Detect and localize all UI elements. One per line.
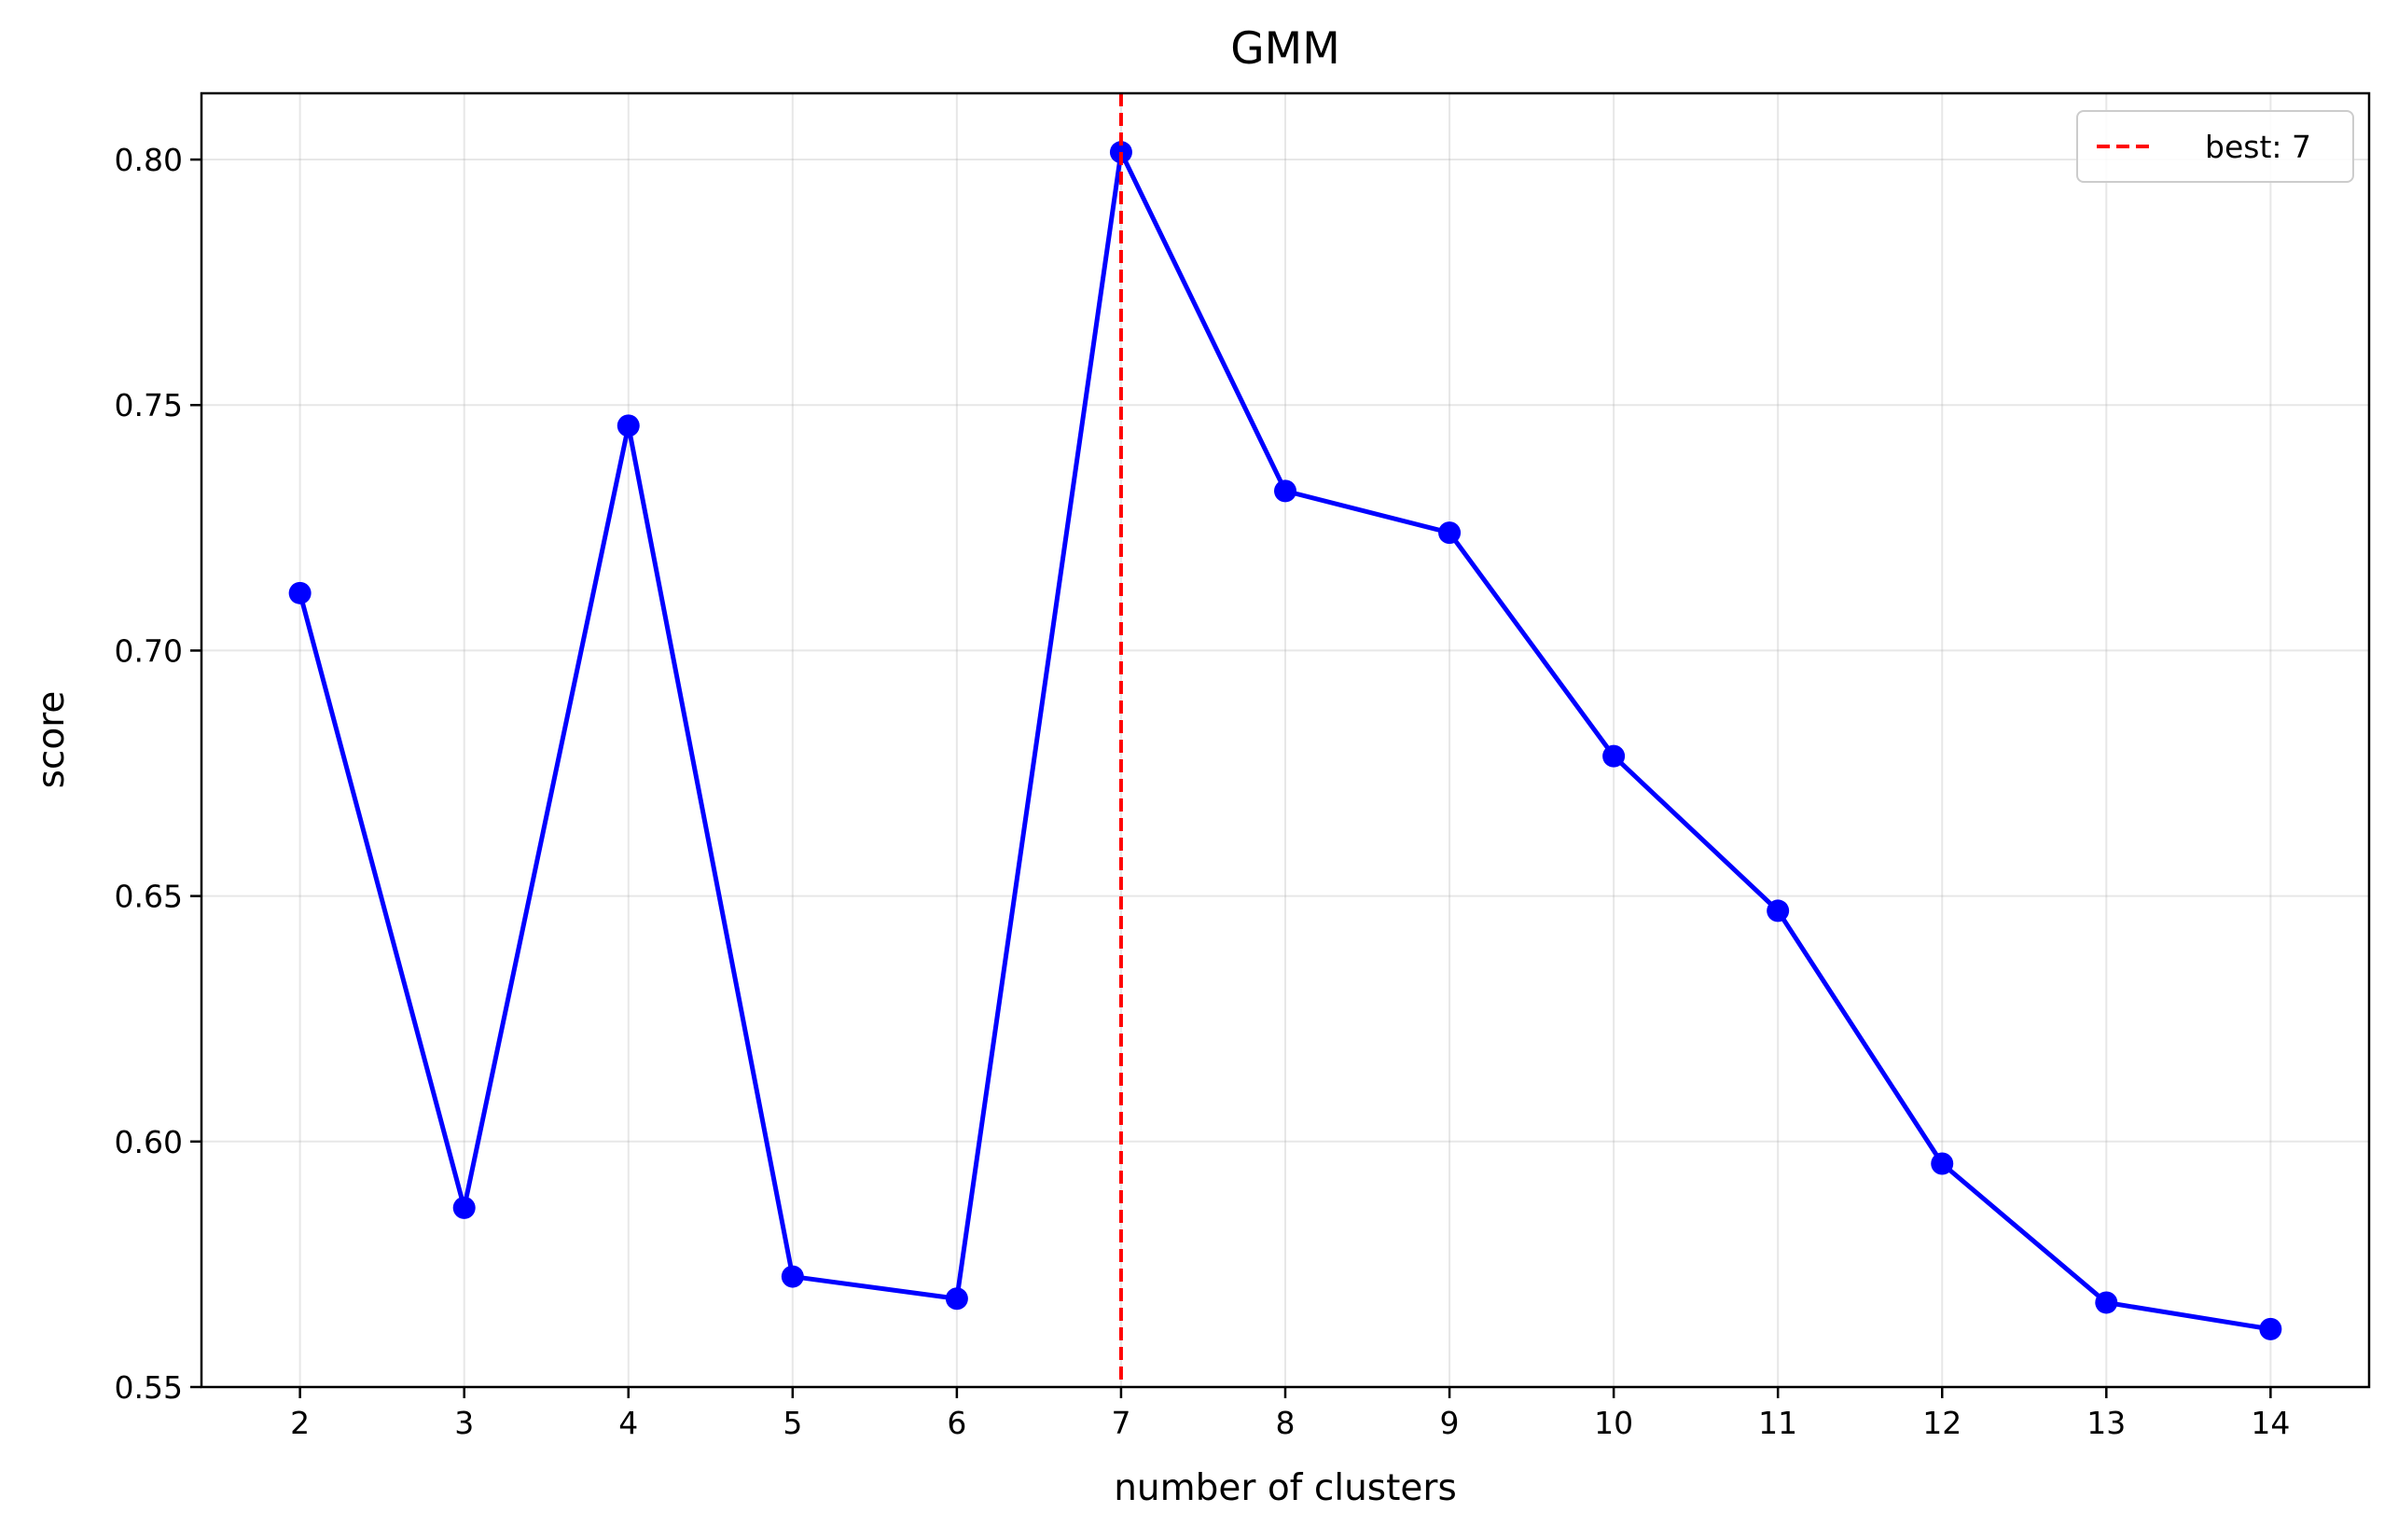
data-point <box>1602 744 1626 768</box>
y-tick-label: 0.70 <box>115 632 183 669</box>
x-tick-label: 4 <box>618 1405 638 1441</box>
x-tick-label: 12 <box>1922 1405 1961 1441</box>
data-point <box>1274 479 1296 503</box>
x-tick-label: 13 <box>2086 1405 2126 1441</box>
data-point <box>288 581 312 604</box>
y-tick-label: 0.65 <box>115 879 183 915</box>
data-point <box>1438 521 1462 545</box>
data-point <box>452 1196 476 1219</box>
x-tick-label: 14 <box>2251 1405 2290 1441</box>
y-tick-label: 0.80 <box>115 142 183 178</box>
data-point <box>617 414 640 437</box>
legend-box <box>2076 110 2354 183</box>
x-tick-label: 11 <box>1758 1405 1797 1441</box>
x-tick-label: 9 <box>1440 1405 1460 1441</box>
x-tick-label: 8 <box>1276 1405 1296 1441</box>
y-axis-label: score <box>31 691 73 789</box>
data-point <box>1767 899 1790 923</box>
data-point <box>781 1265 804 1288</box>
y-tick-label: 0.60 <box>115 1124 183 1160</box>
data-point <box>1931 1152 1954 1175</box>
legend: best: 7 <box>2076 110 2354 183</box>
data-point <box>945 1287 968 1311</box>
x-tick-label: 2 <box>290 1405 310 1441</box>
y-axis-ticks: 0.55 0.60 0.65 0.70 0.75 0.80 <box>115 142 201 1406</box>
data-point <box>2095 1291 2118 1314</box>
y-tick-label: 0.75 <box>115 387 183 423</box>
legend-label-best: best: 7 <box>2205 129 2311 165</box>
series-layer <box>288 141 2282 1340</box>
data-point <box>2259 1317 2282 1340</box>
x-tick-label: 5 <box>783 1405 802 1441</box>
x-tick-label: 10 <box>1594 1405 1633 1441</box>
x-axis-label: number of clusters <box>1114 1467 1457 1509</box>
y-tick-label: 0.55 <box>115 1369 183 1406</box>
x-axis-ticks: 2 3 4 5 6 7 8 9 10 11 12 13 14 <box>290 1387 2290 1441</box>
x-tick-label: 7 <box>1111 1405 1130 1441</box>
x-tick-label: 3 <box>454 1405 474 1441</box>
chart-title: GMM <box>1230 23 1340 75</box>
x-tick-label: 6 <box>947 1405 966 1441</box>
